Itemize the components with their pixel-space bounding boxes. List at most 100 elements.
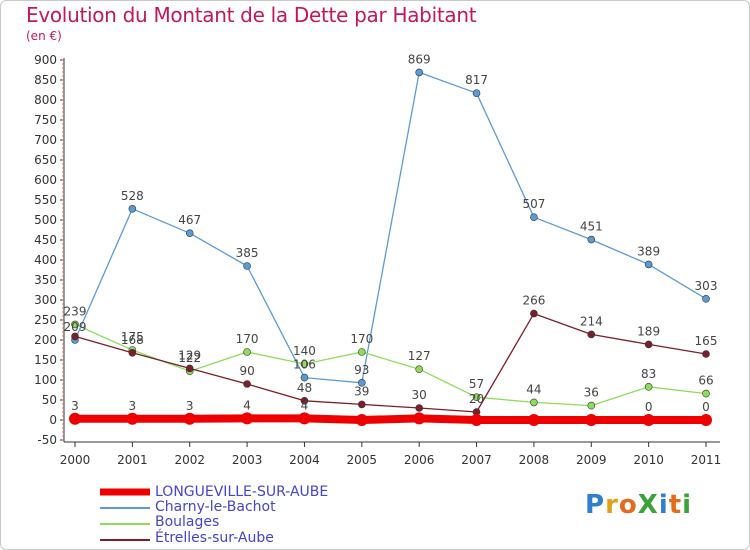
data-point [413, 412, 426, 425]
y-tick-label: 200 [34, 333, 57, 347]
data-label: 140 [293, 344, 316, 358]
data-label: 869 [408, 52, 431, 66]
data-point [587, 330, 596, 339]
data-label: 127 [408, 349, 431, 363]
data-label: 165 [695, 334, 718, 348]
data-label: 106 [293, 358, 316, 372]
data-label: 93 [354, 363, 369, 377]
data-point [185, 229, 194, 237]
data-point [415, 68, 423, 77]
data-point [587, 401, 596, 410]
data-point [71, 332, 79, 341]
logo-letter: X [637, 490, 659, 520]
y-tick-label: 900 [34, 53, 57, 67]
series-line [74, 71, 707, 384]
data-point [185, 364, 194, 373]
data-point [530, 309, 538, 318]
data-label: 817 [465, 73, 488, 87]
y-tick-label: 750 [34, 113, 57, 127]
logo-letter: t [668, 490, 683, 520]
y-tick-label: 300 [34, 293, 57, 307]
x-tick-label: 2000 [60, 453, 91, 467]
data-label: 66 [698, 374, 713, 388]
legend-label-charny: Charny-le-Bachot [155, 499, 276, 515]
data-label: 170 [350, 332, 373, 346]
data-point [300, 360, 309, 368]
legend-label-boulages: Boulages [155, 514, 220, 530]
data-label: 83 [641, 367, 656, 381]
x-tick-label: 2010 [633, 453, 664, 467]
data-point [415, 404, 423, 412]
data-point [358, 400, 366, 409]
y-tick-label: 850 [34, 73, 57, 87]
data-point [472, 89, 481, 97]
data-label: 90 [239, 364, 254, 378]
y-tick-label: 600 [34, 173, 57, 187]
data-label: 44 [526, 382, 541, 396]
x-tick-label: 2006 [404, 453, 435, 467]
x-tick-label: 2001 [117, 453, 148, 467]
data-label: 170 [236, 332, 259, 346]
data-point [128, 205, 137, 213]
data-point [644, 382, 653, 391]
y-tick-label: 350 [34, 273, 57, 287]
data-point [183, 412, 196, 425]
x-tick-label: 2005 [347, 453, 378, 467]
legend-swatch-etrelles [100, 539, 150, 541]
data-label: 175 [121, 330, 144, 344]
data-label: 451 [580, 220, 603, 234]
logo-letter: i [682, 490, 693, 520]
data-label: 4 [301, 398, 309, 412]
y-tick-label: 250 [34, 313, 57, 327]
data-label: 507 [522, 197, 545, 211]
legend-label-longueville: LONGUEVILLE-SUR-AUBE [155, 484, 329, 500]
y-tick-label: 550 [34, 193, 57, 207]
data-point [587, 235, 596, 244]
data-point [702, 294, 710, 303]
data-label: 209 [64, 320, 87, 334]
data-point [126, 412, 139, 425]
data-point [243, 380, 251, 388]
x-tick-label: 2002 [174, 453, 205, 467]
y-tick-label: 800 [34, 93, 57, 107]
x-tick-label: 2003 [232, 453, 263, 467]
data-point [358, 348, 366, 356]
data-point [415, 365, 423, 374]
data-label: 129 [178, 348, 201, 362]
data-label: 36 [584, 386, 599, 400]
data-label: 4 [243, 398, 251, 412]
legend-swatch-boulages [100, 523, 150, 525]
series-line [74, 312, 707, 413]
data-label: 528 [121, 189, 144, 203]
chart-unit: (en €) [26, 29, 62, 43]
data-label: 239 [64, 304, 87, 318]
data-point [243, 262, 251, 270]
data-point [644, 340, 653, 349]
data-label: 48 [297, 381, 312, 395]
logo-letter: o [618, 490, 638, 520]
data-label: 385 [236, 246, 259, 260]
data-point [128, 348, 137, 357]
data-point [300, 373, 309, 382]
data-point [470, 414, 483, 426]
logo-letter: P [585, 490, 606, 520]
data-label: 389 [637, 244, 660, 258]
data-point [241, 412, 254, 425]
data-point [644, 260, 653, 269]
data-label: 266 [522, 294, 545, 308]
y-tick-label: 700 [34, 133, 57, 147]
proxiti-logo: ProXiti [585, 490, 692, 520]
data-label: 0 [645, 400, 653, 414]
logo-letter: r [605, 490, 619, 520]
y-tick-label: 0 [49, 413, 57, 427]
data-point [243, 348, 251, 356]
data-label: 57 [469, 377, 484, 391]
data-point [358, 378, 366, 387]
data-label: 214 [580, 314, 603, 328]
y-tick-label: 450 [34, 233, 57, 247]
data-point [298, 412, 311, 425]
data-point [472, 393, 481, 402]
data-label: 189 [637, 324, 660, 338]
